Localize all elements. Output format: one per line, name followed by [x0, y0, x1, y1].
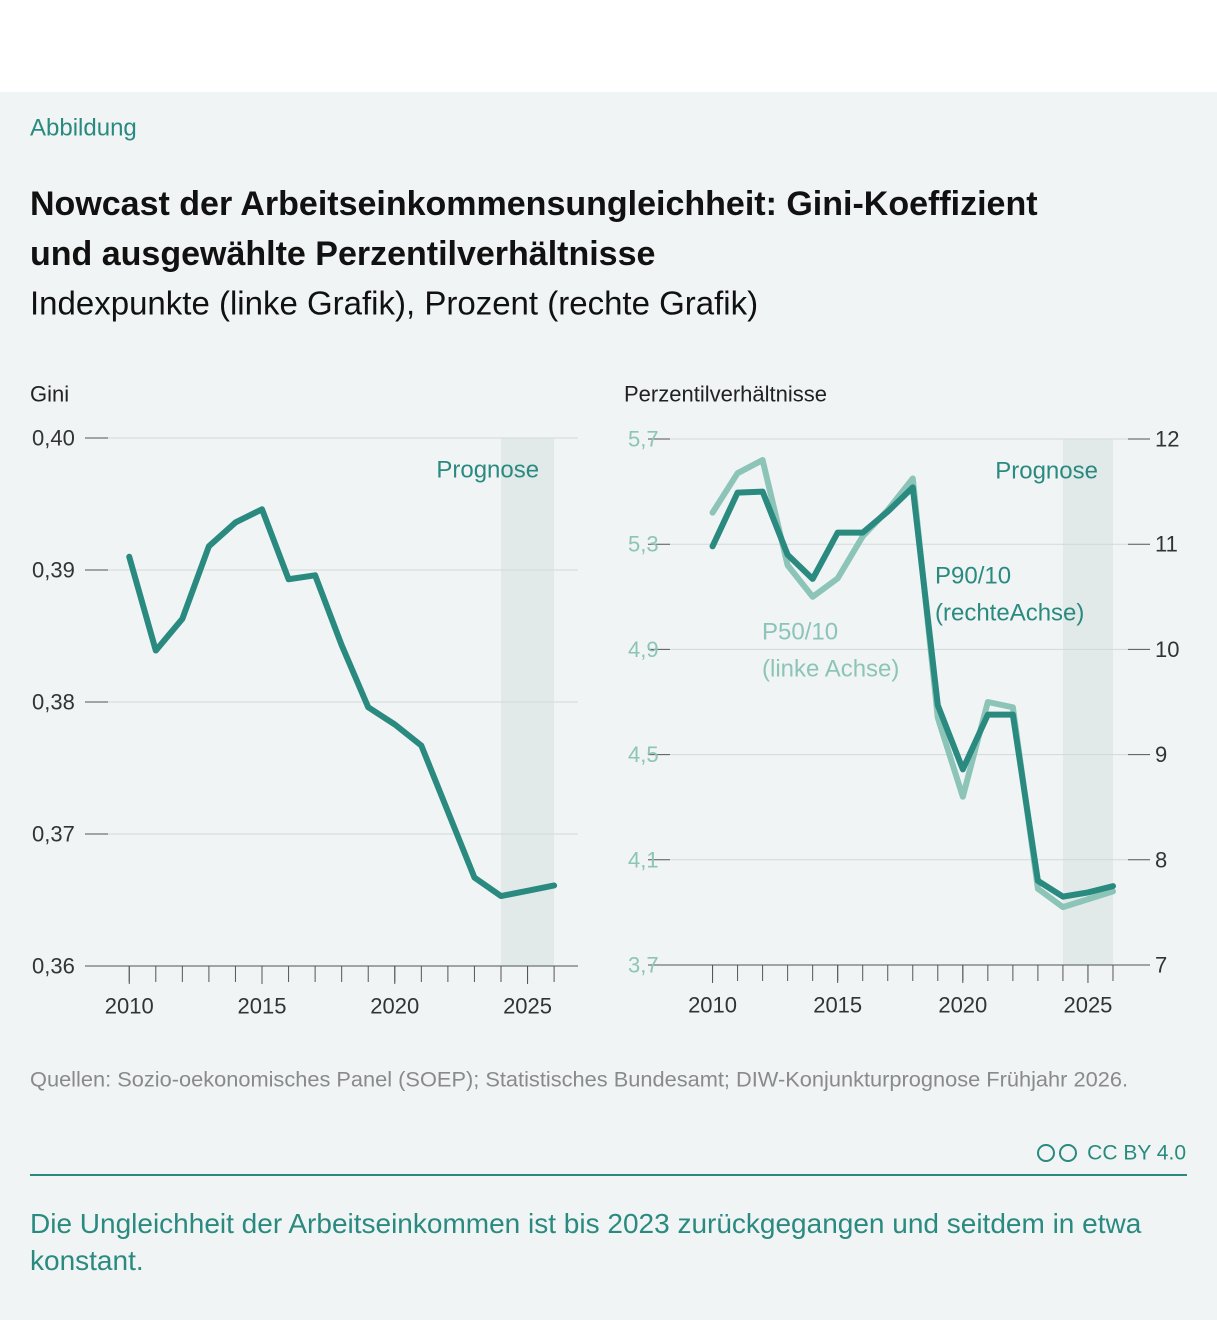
series-line: [709, 484, 1116, 900]
caption: Die Ungleichheit der Arbeitseinkommen is…: [30, 1208, 1142, 1276]
by-icon: [1059, 1144, 1077, 1162]
y-tick-label: 4,5: [628, 742, 659, 767]
forecast-band: [1062, 439, 1113, 965]
y-axis-label: Gini: [30, 382, 69, 407]
y2-tick-label: 12: [1155, 427, 1179, 452]
x-tick-label: 2010: [688, 993, 737, 1018]
y-axis-label: Perzentilverhältnisse: [624, 382, 827, 407]
cc-icon: [1037, 1144, 1055, 1162]
y-tick-label: 0,39: [32, 558, 75, 583]
figure-label: Abbildung: [30, 115, 137, 142]
x-tick-label: 2025: [503, 994, 552, 1019]
forecast-label: Prognose: [436, 457, 539, 484]
y2-tick-label: 7: [1155, 953, 1167, 978]
y-tick-label: 0,40: [32, 426, 75, 451]
y-tick-label: 0,36: [32, 954, 75, 979]
series-line: [709, 457, 1116, 911]
x-tick-label: 2020: [938, 993, 987, 1018]
series-line: [126, 506, 558, 900]
title: und ausgewählte Perzentilverhältnisse: [30, 235, 655, 273]
series-note: (linke Achse): [762, 656, 899, 683]
title: Nowcast der Arbeitseinkommensungleichhei…: [30, 185, 1038, 223]
y-tick-label: 5,3: [628, 532, 659, 557]
series-note: (rechteAchse): [935, 600, 1084, 627]
y-tick-label: 5,7: [628, 427, 659, 452]
x-tick-label: 2015: [813, 993, 862, 1018]
subtitle: Indexpunkte (linke Grafik), Prozent (rec…: [30, 285, 758, 322]
y2-tick-label: 11: [1155, 532, 1178, 557]
source: Quellen: Sozio-oekonomisches Panel (SOEP…: [30, 1069, 1128, 1092]
x-tick-label: 2020: [370, 994, 419, 1019]
series-label: P50/10: [762, 619, 838, 646]
y-tick-label: 0,38: [32, 690, 75, 715]
y2-tick-label: 8: [1155, 847, 1167, 872]
y-tick-label: 0,37: [32, 822, 75, 847]
x-tick-label: 2015: [238, 994, 287, 1019]
license: CC BY 4.0: [1087, 1142, 1186, 1165]
y2-tick-label: 9: [1155, 742, 1167, 767]
x-tick-label: 2025: [1063, 993, 1112, 1018]
forecast-label: Prognose: [995, 458, 1098, 485]
series-label: P90/10: [935, 563, 1011, 590]
x-tick-label: 2010: [105, 994, 154, 1019]
y-tick-label: 4,9: [628, 637, 659, 662]
y-tick-label: 3,7: [628, 953, 659, 978]
y2-tick-label: 10: [1155, 637, 1179, 662]
y-tick-label: 4,1: [628, 847, 659, 872]
figure: Abbildung Nowcast der Arbeitseinkommensu…: [30, 115, 1187, 1176]
